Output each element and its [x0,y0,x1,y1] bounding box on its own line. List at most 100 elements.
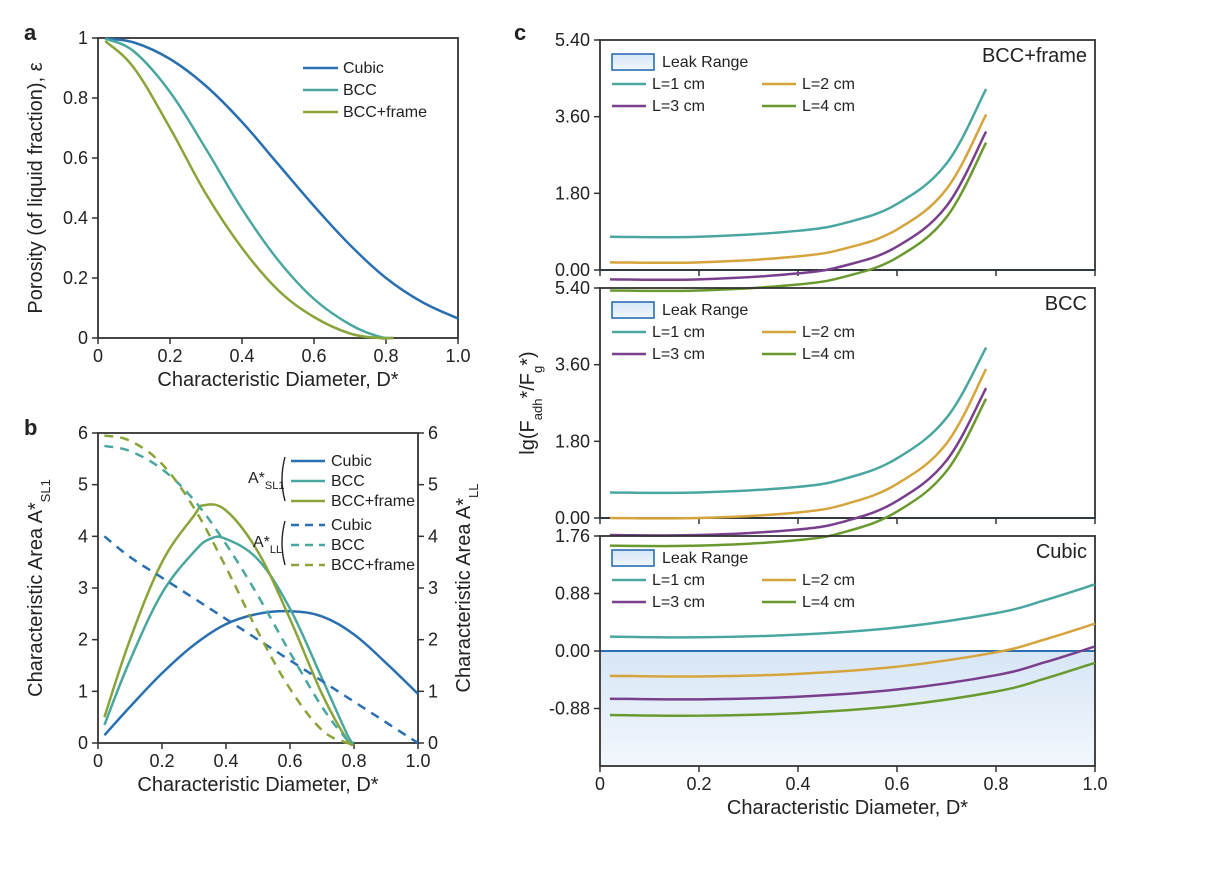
series-line-dashed [104,446,354,744]
svg-text:A*SL1: A*SL1 [248,470,284,492]
svg-text:-0.88: -0.88 [549,699,590,719]
leak-label: Leak Range [662,550,748,567]
legend-item: BCC+frame [331,557,415,574]
svg-text:0: 0 [78,328,88,348]
svg-text:1.80: 1.80 [555,431,590,451]
y-axis-label: Porosity (of liquid fraction), ε [25,62,47,313]
svg-text:1: 1 [78,28,88,48]
svg-text:0.6: 0.6 [884,774,909,794]
x-axis-label: Characteristic Diameter, D* [727,797,968,819]
legend-item: L=3 cm [652,346,705,363]
svg-text:0.8: 0.8 [63,88,88,108]
series-line-solid [104,537,354,743]
svg-text:0.8: 0.8 [341,751,366,771]
svg-text:1.80: 1.80 [555,183,590,203]
legend-item: L=2 cm [802,572,855,589]
legend-item: BCC [343,82,377,99]
legend-item: L=3 cm [652,98,705,115]
legend-item: BCC+frame [343,104,427,121]
svg-text:1.0: 1.0 [445,346,470,366]
legend-item: BCC [331,537,365,554]
leak-label: Leak Range [662,302,748,319]
svg-text:3.60: 3.60 [555,355,590,375]
svg-text:0.8: 0.8 [983,774,1008,794]
svg-text:3.60: 3.60 [555,107,590,127]
left-column: a00.20.40.60.81.000.20.40.60.81CubicBCCB… [20,20,480,830]
series-line [610,115,986,263]
svg-text:0.2: 0.2 [686,774,711,794]
svg-text:0.6: 0.6 [277,751,302,771]
svg-text:0.88: 0.88 [555,584,590,604]
svg-text:2: 2 [428,630,438,650]
legend-item: L=1 cm [652,572,705,589]
legend-item: L=1 cm [652,76,705,93]
svg-text:0.4: 0.4 [213,751,238,771]
svg-text:5: 5 [78,475,88,495]
legend-item: L=3 cm [652,594,705,611]
series-line-solid [104,611,418,735]
leak-swatch [612,550,654,566]
series-line [610,369,986,519]
panel-letter-b: b [24,415,37,440]
x-axis-label: Characteristic Diameter, D* [157,369,398,390]
legend-item: Cubic [331,517,372,534]
svg-text:0: 0 [93,346,103,366]
series-line [610,399,986,546]
panel-letter-c: c [514,20,526,45]
subpanel-title: BCC+frame [982,45,1087,67]
leak-range-area [601,651,1094,765]
svg-text:0.00: 0.00 [555,260,590,280]
legend-item: Cubic [331,453,372,470]
svg-text:1: 1 [78,681,88,701]
panel-c-svg: c 0.00 1.80 3.60 5.40 BCC+frame Leak Range L=1 … [510,20,1130,830]
svg-text:0.4: 0.4 [785,774,810,794]
legend-item: L=4 cm [802,594,855,611]
svg-text:0: 0 [595,774,605,794]
legend-item: L=1 cm [652,324,705,341]
legend-item: Cubic [343,60,384,77]
svg-text:3: 3 [78,578,88,598]
svg-text:0.2: 0.2 [63,268,88,288]
legend-item: BCC [331,473,365,490]
svg-text:4: 4 [428,526,438,546]
svg-text:5: 5 [428,475,438,495]
svg-text:5.40: 5.40 [555,278,590,298]
svg-text:0.6: 0.6 [63,148,88,168]
svg-text:1: 1 [428,681,438,701]
svg-text:1.76: 1.76 [555,526,590,546]
legend-item: L=2 cm [802,76,855,93]
svg-text:0.2: 0.2 [157,346,182,366]
svg-text:0.00: 0.00 [555,508,590,528]
y-axis-label-left: Characteristic Area A*SL1 [25,479,53,697]
series-line [610,143,986,291]
legend-item: L=4 cm [802,98,855,115]
panel-letter-a: a [24,20,37,45]
svg-text:5.40: 5.40 [555,30,590,50]
svg-text:0.4: 0.4 [229,346,254,366]
legend-item: L=4 cm [802,346,855,363]
svg-text:2: 2 [78,630,88,650]
legend-item: L=2 cm [802,324,855,341]
y-axis-label-right: Characteristic Area A*LL [453,484,480,693]
svg-text:4: 4 [78,526,88,546]
svg-text:0: 0 [428,733,438,753]
svg-text:6: 6 [78,423,88,443]
legend-item: BCC+frame [331,493,415,510]
y-axis-label: lg(Fadh*/Fg*) [517,351,545,454]
panel-b-svg: b00.20.40.60.81.001234560123456A*SL1A*LL… [20,415,480,815]
series-line [105,39,458,319]
svg-text:0.00: 0.00 [555,641,590,661]
svg-text:0.2: 0.2 [149,751,174,771]
subpanel-title: BCC [1045,293,1087,315]
leak-swatch [612,54,654,70]
svg-text:0.4: 0.4 [63,208,88,228]
svg-text:0: 0 [93,751,103,771]
svg-text:1.0: 1.0 [1082,774,1107,794]
svg-text:0.8: 0.8 [373,346,398,366]
svg-text:1.0: 1.0 [405,751,430,771]
x-axis-label: Characteristic Diameter, D* [137,774,378,796]
svg-text:6: 6 [428,423,438,443]
svg-text:0.6: 0.6 [301,346,326,366]
leak-swatch [612,302,654,318]
subpanel-title: Cubic [1036,541,1087,563]
